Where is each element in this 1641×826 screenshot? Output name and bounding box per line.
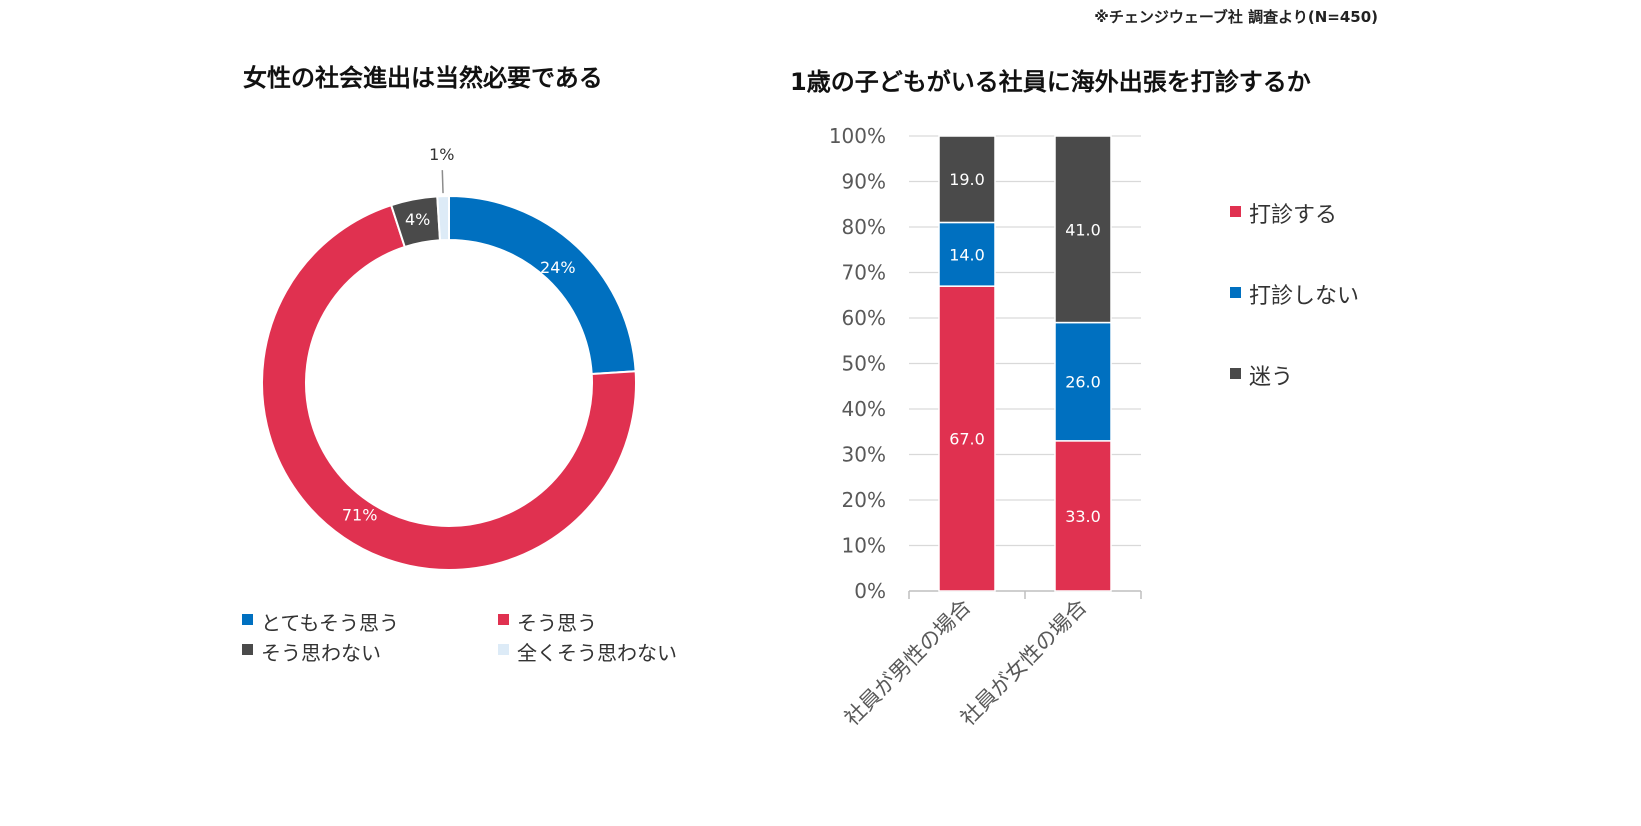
y-tick-label: 0% — [854, 579, 886, 603]
donut-chart-title: 女性の社会進出は当然必要である — [243, 64, 603, 92]
leader-line — [441, 170, 444, 194]
bar-data-label: 41.0 — [1065, 220, 1101, 239]
x-tick-label: 社員が男性の場合 — [840, 595, 976, 731]
bar-data-label: 33.0 — [1065, 507, 1101, 526]
y-tick-label: 100% — [829, 124, 886, 148]
x-tick-label: 社員が女性の場合 — [956, 595, 1092, 731]
bar-legend-item: 迷う — [1230, 359, 1293, 391]
donut-data-label: 1% — [429, 145, 454, 164]
donut-legend-item: そう思う — [498, 607, 597, 636]
bar-segment — [938, 135, 996, 224]
y-tick-label: 20% — [842, 488, 886, 512]
legend-swatch — [1230, 205, 1241, 217]
legend-label: 打診しない — [1249, 284, 1360, 309]
source-note: ※チェンジウェーブ社 調査より(N=450) — [1094, 8, 1378, 26]
y-tick-label: 50% — [842, 352, 886, 376]
legend-label: そう思わない — [261, 641, 381, 665]
y-tick-label: 70% — [842, 261, 886, 285]
legend-swatch — [242, 614, 253, 625]
legend-swatch — [498, 644, 509, 655]
bar-segment — [1054, 135, 1112, 324]
donut-data-label: 4% — [405, 210, 430, 229]
donut-data-label: 24% — [540, 258, 576, 277]
donut-legend-item: そう思わない — [242, 637, 381, 666]
legend-label: 全くそう思わない — [517, 641, 677, 665]
legend-label: 打診する — [1249, 203, 1338, 228]
donut-data-label: 71% — [342, 506, 378, 525]
bar-chart-title: 1歳の子どもがいる社員に海外出張を打診するか — [790, 68, 1311, 96]
legend-label: とてもそう思う — [261, 611, 399, 635]
y-tick-label: 30% — [842, 443, 886, 467]
legend-swatch — [1230, 367, 1241, 379]
bar-legend-item: 打診する — [1230, 197, 1337, 229]
legend-label: そう思う — [517, 611, 597, 635]
legend-swatch — [242, 644, 253, 655]
y-tick-label: 40% — [842, 397, 886, 421]
donut-slice — [261, 203, 637, 571]
bar-segment — [1054, 321, 1112, 442]
bar-data-label: 26.0 — [1065, 373, 1101, 392]
bar-data-label: 67.0 — [949, 430, 985, 449]
y-tick-label: 60% — [842, 306, 886, 330]
y-tick-label: 90% — [842, 170, 886, 194]
donut-slice — [436, 194, 450, 242]
bar-segment — [1054, 440, 1112, 592]
donut-slice — [448, 194, 637, 376]
bar-legend-item: 打診しない — [1230, 278, 1359, 310]
bar-data-label: 19.0 — [949, 170, 985, 189]
donut-legend-item: とてもそう思う — [242, 607, 399, 636]
y-tick-label: 10% — [842, 534, 886, 558]
bar-segment — [938, 285, 996, 592]
bar-data-label: 14.0 — [949, 245, 985, 264]
donut-legend-item: 全くそう思わない — [498, 637, 677, 666]
legend-label: 迷う — [1249, 365, 1294, 390]
legend-swatch — [1230, 286, 1241, 298]
legend-swatch — [498, 614, 509, 625]
y-tick-label: 80% — [842, 215, 886, 239]
